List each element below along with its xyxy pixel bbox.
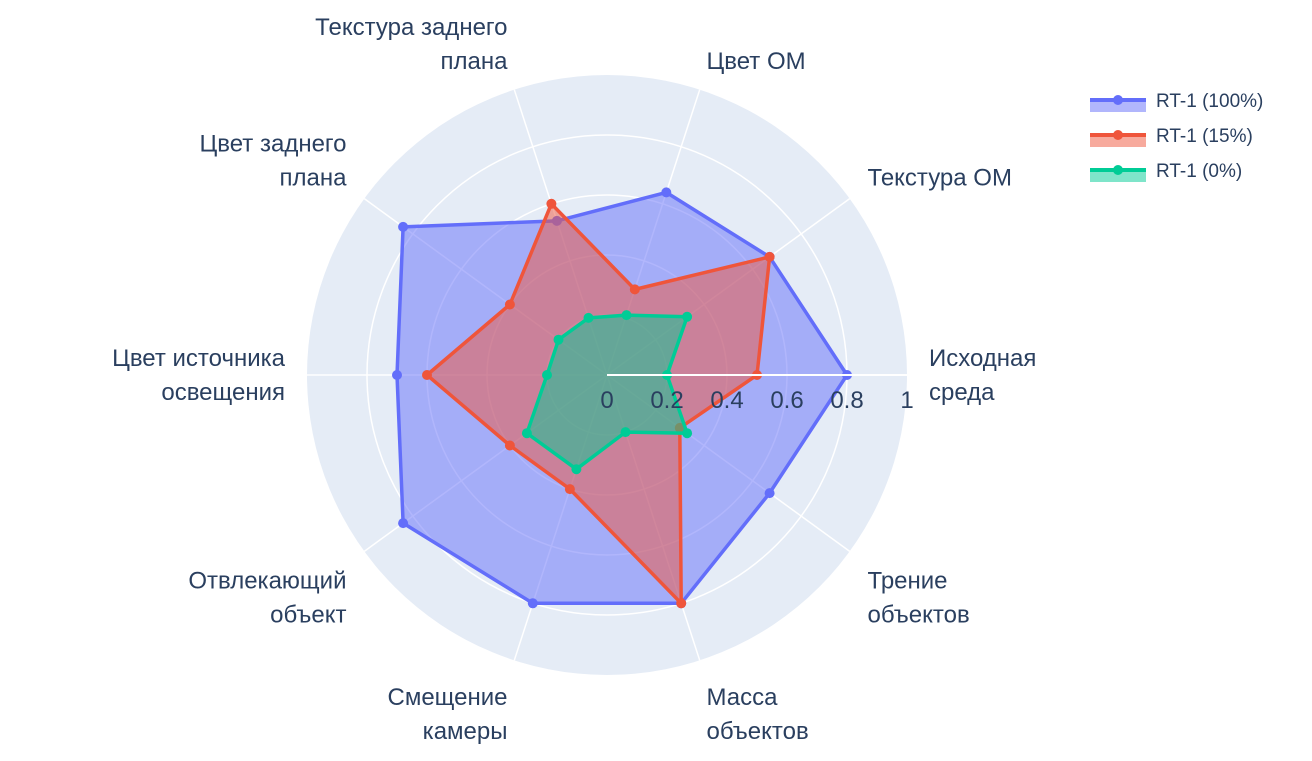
legend-swatch-marker <box>1113 95 1123 105</box>
legend-item[interactable]: RT-1 (15%) <box>1090 126 1253 147</box>
series-point <box>620 427 631 438</box>
category-label-line: объектов <box>707 718 809 745</box>
legend: RT-1 (100%) RT-1 (15%) RT-1 (0%) <box>1090 91 1263 182</box>
legend-swatch-fill <box>1090 170 1146 182</box>
category-label-line: объект <box>270 601 346 628</box>
legend-item[interactable]: RT-1 (100%) <box>1090 91 1263 112</box>
category-label: Текстура заднего плана <box>315 14 508 75</box>
legend-item[interactable]: RT-1 (0%) <box>1090 161 1242 182</box>
category-label-line: Цвет заднего <box>200 131 347 158</box>
category-label-line: Отвлекающий <box>188 567 346 594</box>
category-label-line: Смещение <box>387 684 507 711</box>
series-area <box>526 315 688 470</box>
radial-tick-label: 0.6 <box>770 387 803 414</box>
category-label-line: среда <box>929 379 995 406</box>
radial-axis: 0 0.2 0.4 0.6 0.8 1 <box>600 374 914 414</box>
series-point <box>422 370 432 380</box>
legend-swatch-fill <box>1090 135 1146 147</box>
series-group <box>521 310 693 475</box>
angular-axis-labels: Исходная среда Текстура ОМ Цвет ОМ Текстура … <box>112 14 1036 745</box>
radial-tick-label: 0.4 <box>710 387 743 414</box>
category-label: Исходная среда <box>929 345 1036 406</box>
series-point <box>764 251 775 262</box>
category-label: Текстура ОМ <box>868 165 1012 192</box>
category-label: Масса объектов <box>707 684 809 745</box>
category-label-line: освещения <box>161 379 285 406</box>
legend-swatch-marker <box>1113 165 1123 175</box>
series-point <box>621 310 632 321</box>
category-label-line: камеры <box>423 718 508 745</box>
series-point <box>521 428 532 439</box>
radial-tick-label: 0.2 <box>650 387 683 414</box>
category-label-line: объектов <box>868 601 970 628</box>
legend-swatch-fill <box>1090 100 1146 112</box>
radial-tick-label: 1 <box>900 387 913 414</box>
series-point <box>398 518 409 529</box>
series-point <box>546 198 557 209</box>
category-label: Цвет заднего плана <box>200 131 348 192</box>
category-label-line: Цвет источника <box>112 345 286 372</box>
series-point <box>682 311 693 322</box>
series-point <box>392 370 402 380</box>
category-label: Смещение камеры <box>387 684 507 745</box>
category-label-line: Цвет ОМ <box>707 48 806 75</box>
legend-swatch-marker <box>1113 130 1123 140</box>
category-label-line: Масса <box>707 684 779 711</box>
legend-label: RT-1 (15%) <box>1156 126 1253 147</box>
series-point <box>682 428 693 439</box>
series-point <box>504 440 515 451</box>
category-label: Трение объектов <box>868 567 970 628</box>
series-point <box>583 312 594 323</box>
radial-tick-label: 0 <box>600 387 613 414</box>
series-point <box>564 484 575 495</box>
series-point <box>629 284 640 295</box>
series-point <box>398 221 409 232</box>
series-point <box>676 598 687 609</box>
category-label-line: плана <box>280 165 348 192</box>
series-point <box>542 370 552 380</box>
category-label-line: Трение <box>868 567 948 594</box>
category-label-line: Текстура ОМ <box>868 165 1012 192</box>
category-label-line: плана <box>441 48 509 75</box>
series-point <box>764 488 775 499</box>
legend-label: RT-1 (0%) <box>1156 161 1242 182</box>
category-label: Цвет источника освещения <box>112 345 286 406</box>
series-point <box>661 187 672 198</box>
category-label-line: Исходная <box>929 345 1036 372</box>
series-point <box>553 334 564 345</box>
series-layer <box>392 187 852 609</box>
series-point <box>571 464 582 475</box>
category-label: Отвлекающий объект <box>188 567 346 628</box>
category-label-line: Текстура заднего <box>315 14 507 41</box>
category-label: Цвет ОМ <box>707 48 806 75</box>
series-point <box>527 598 538 609</box>
series-point <box>504 299 515 310</box>
legend-label: RT-1 (100%) <box>1156 91 1263 112</box>
radial-tick-label: 0.8 <box>830 387 863 414</box>
